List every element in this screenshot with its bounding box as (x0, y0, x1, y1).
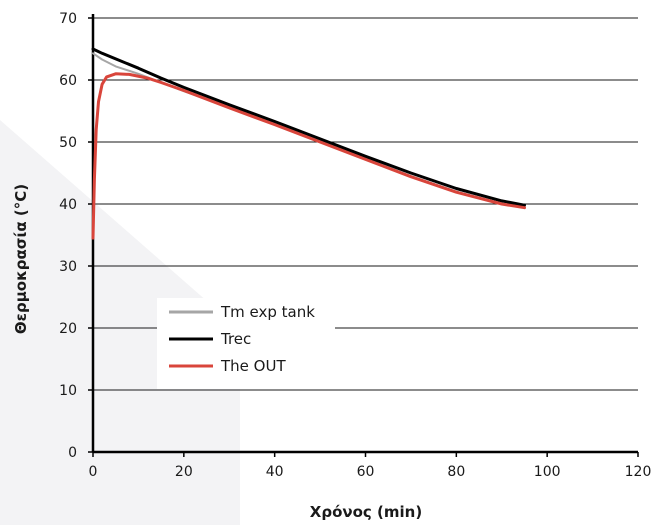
y-tick-label-40: 40 (59, 197, 77, 213)
x-tick-label-60: 60 (357, 464, 375, 480)
x-tick-label-80: 80 (447, 464, 465, 480)
y-tick-label-20: 20 (59, 321, 77, 337)
series-line-2 (91, 72, 526, 240)
y-tick-label-10: 10 (59, 383, 77, 399)
series-line-1 (91, 47, 526, 207)
legend-label-0: Tm exp tank (220, 303, 315, 321)
y-tick-label-60: 60 (59, 73, 77, 89)
y-tick-label-0: 0 (68, 445, 77, 461)
x-tick-label-20: 20 (175, 464, 193, 480)
y-axis-title: Θερμοκρασία (°C) (12, 184, 30, 334)
tick-labels: 0 10 20 30 40 50 60 70 0 20 40 60 80 100 120 (59, 11, 651, 480)
x-tick-label-120: 120 (625, 464, 652, 480)
y-tick-label-30: 30 (59, 259, 77, 275)
x-axis-title: Χρόνος (min) (310, 503, 422, 521)
y-tick-label-50: 50 (59, 135, 77, 151)
x-tick-label-40: 40 (266, 464, 284, 480)
legend-label-2: The OUT (220, 357, 286, 375)
legend-label-1: Trec (220, 330, 251, 348)
series-lines (91, 47, 526, 240)
x-tick-label-0: 0 (89, 464, 98, 480)
y-tick-label-70: 70 (59, 11, 77, 27)
x-tick-label-100: 100 (534, 464, 561, 480)
legend: Tm exp tank Trec The OUT (157, 298, 335, 389)
